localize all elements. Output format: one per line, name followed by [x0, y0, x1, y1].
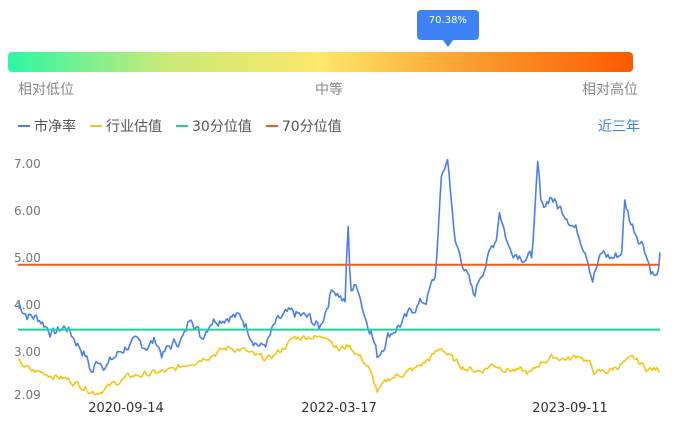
- legend-item-p70[interactable]: 70分位值: [265, 116, 342, 136]
- legend-label-p70: 70分位值: [281, 119, 342, 135]
- series-line-pb: [17, 158, 661, 373]
- series-lines: [17, 158, 661, 396]
- percentile-label: 70.38%: [428, 15, 467, 26]
- x-tick-label: 2020-09-14: [88, 401, 164, 416]
- legend-label-industry: 行业估值: [106, 119, 162, 135]
- gradient-bar: [8, 52, 633, 72]
- chart-legend: 市净率 行业估值 30分位值 70分位值: [18, 116, 356, 136]
- y-tick-label: 5.00: [14, 251, 41, 265]
- legend-label-p30: 30分位值: [192, 119, 252, 135]
- y-tick-label: 6.00: [14, 204, 41, 218]
- range-selector-three-years[interactable]: 近三年: [598, 119, 640, 135]
- legend-swatch-p30: [176, 125, 188, 127]
- high-label: 相对高位: [582, 82, 638, 98]
- y-tick-label: 4.00: [14, 298, 41, 312]
- y-axis: 2.09 3.00 4.00 5.00 6.00 7.00: [14, 157, 41, 402]
- y-tick-label: 7.00: [14, 157, 41, 171]
- y-tick-label: 2.09: [14, 388, 41, 402]
- mid-label: 中等: [315, 82, 343, 98]
- x-tick-label: 2022-03-17: [301, 401, 377, 416]
- legend-swatch-p70: [265, 125, 278, 127]
- legend-item-industry[interactable]: 行业估值: [90, 116, 162, 136]
- series-line-industry: [17, 334, 661, 396]
- x-tick-label: 2023-09-11: [532, 401, 608, 416]
- x-axis: 2020-09-14 2022-03-17 2023-09-11: [88, 401, 608, 416]
- legend-swatch-industry: [90, 125, 102, 127]
- y-tick-label: 3.00: [14, 345, 41, 359]
- low-label: 相对低位: [18, 82, 74, 98]
- legend-item-pb[interactable]: 市净率: [18, 116, 76, 136]
- legend-label-pb: 市净率: [34, 119, 76, 135]
- legend-item-p30[interactable]: 30分位值: [176, 116, 252, 136]
- percentile-gauge: 70.38% 相对低位 中等 相对高位: [0, 0, 686, 100]
- percentile-marker: 70.38%: [416, 10, 479, 47]
- legend-swatch-pb: [18, 125, 30, 127]
